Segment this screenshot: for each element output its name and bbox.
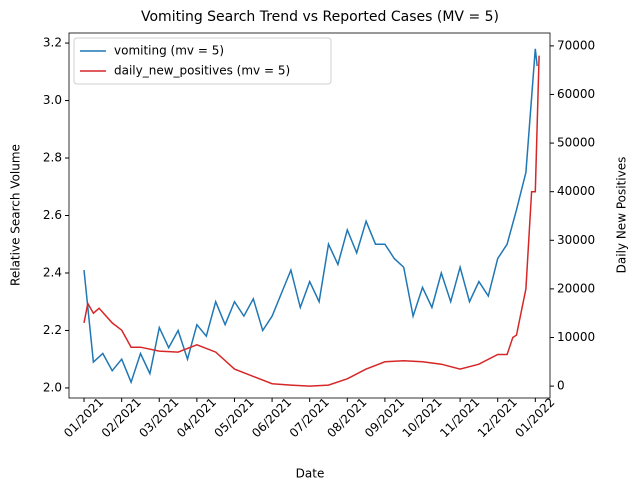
y2-tick-label: 20000 — [557, 281, 595, 295]
x-axis-label: Date — [296, 467, 325, 481]
y2-tick-label: 70000 — [557, 38, 595, 52]
legend-label: vomiting (mv = 5) — [114, 44, 224, 58]
y2-tick-label: 30000 — [557, 233, 595, 247]
y-tick-label: 2.4 — [43, 265, 62, 279]
y-tick-label: 2.6 — [43, 208, 62, 222]
y2-axis-label: Daily New Positives — [615, 157, 629, 274]
y-axis-label: Relative Search Volume — [9, 144, 23, 286]
y2-tick-label: 0 — [557, 379, 565, 393]
y2-tick-label: 50000 — [557, 136, 595, 150]
y-tick-label: 2.2 — [43, 323, 62, 337]
legend-label: daily_new_positives (mv = 5) — [114, 64, 290, 78]
y-tick-label: 2.0 — [43, 380, 62, 394]
y-tick-label: 3.0 — [43, 93, 62, 107]
plot-frame — [68, 32, 551, 399]
y-tick-label: 2.8 — [43, 151, 62, 165]
chart-title: Vomiting Search Trend vs Reported Cases … — [141, 9, 499, 25]
line — [83, 48, 538, 385]
y2-tick-label: 40000 — [557, 184, 595, 198]
y-tick-label: 3.2 — [43, 36, 62, 50]
y2-tick-label: 10000 — [557, 330, 595, 344]
legend-box — [73, 37, 332, 85]
line — [83, 55, 540, 387]
y2-tick-label: 60000 — [557, 87, 595, 101]
